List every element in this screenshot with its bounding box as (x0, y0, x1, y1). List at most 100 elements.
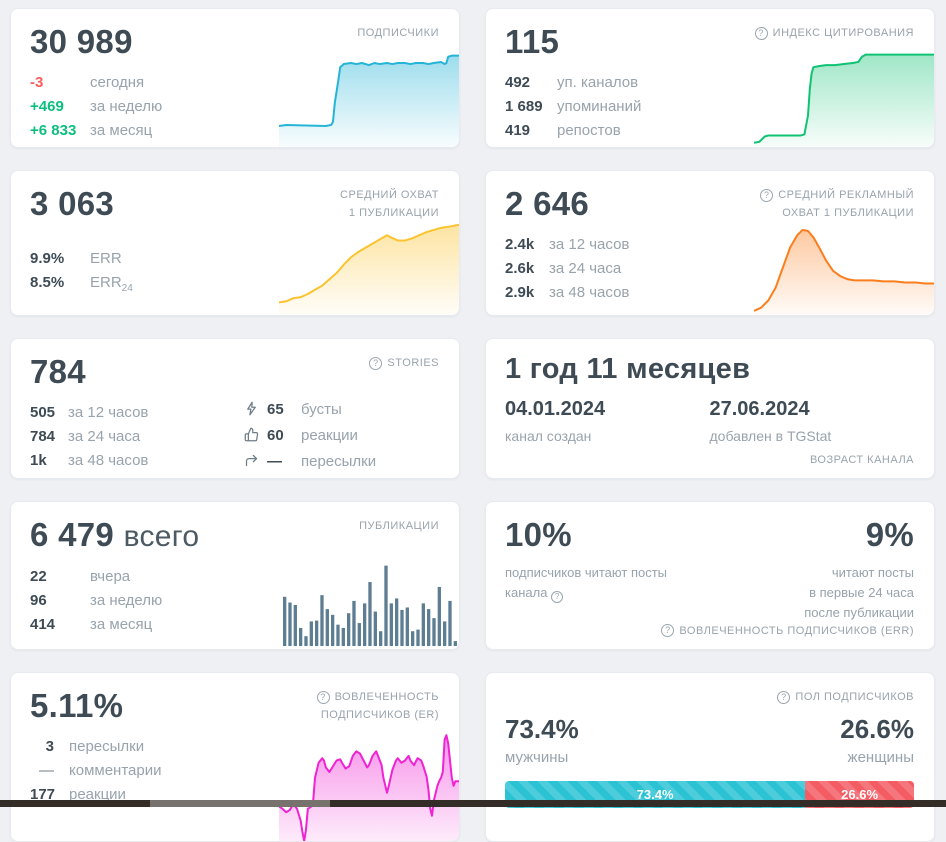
gender-bar-male-label: 73.4% (636, 787, 674, 802)
card-channel-age: 1 год 11 месяцев 04.01.2024 канал создан… (485, 338, 935, 479)
stat-value: 414 (30, 615, 56, 633)
gender-female: 26.6% женщины (840, 714, 914, 766)
stat-value: 784 (30, 427, 56, 445)
card-title-text: СРЕДНИЙ ОХВАТ (340, 189, 439, 201)
scrollbar-thumb[interactable] (150, 800, 330, 807)
err-right: 9% читают посты в первые 24 часа после п… (804, 516, 914, 623)
stat-row: 3 пересылки (30, 738, 439, 755)
stat-value: 492 (505, 73, 531, 91)
footer-text: ВОВЛЕЧЕННОСТЬ ПОДПИСЧИКОВ (ERR) (679, 624, 914, 637)
stat-row: -3 сегодня (30, 74, 439, 91)
gender-male: 73.4% мужчины (505, 714, 579, 766)
stat-row: 505 за 12 часов (30, 404, 439, 421)
channel-age-footer: ВОЗРАСТ КАНАЛА (810, 454, 914, 466)
stat-value: 65 (267, 401, 284, 418)
stat-label: ERR (90, 249, 122, 267)
stat-value: +469 (30, 97, 64, 115)
created-label: канал создан (505, 428, 592, 445)
err-left-value: 10% (505, 516, 572, 553)
adv-reach-chart (754, 210, 934, 315)
stat-row: 2.6k за 24 часа (505, 260, 914, 277)
card-gender: ? ПОЛ ПОДПИСЧИКОВ 73.4% мужчины 26.6% же… (485, 672, 935, 842)
stat-label: репостов (557, 121, 621, 139)
male-percent: 73.4% (505, 714, 579, 744)
channel-age-dates: 04.01.2024 канал создан 27.06.2024 добав… (505, 398, 914, 444)
stories-value: 784 (30, 353, 86, 390)
help-icon[interactable]: ? (661, 624, 675, 637)
bottom-scrollbar[interactable] (0, 800, 946, 807)
help-icon[interactable]: ? (777, 691, 791, 705)
help-icon[interactable]: ? (551, 591, 564, 604)
er-value: 5.11% (30, 687, 124, 724)
stat-value: — (267, 453, 282, 470)
stat-value: 1 689 (505, 97, 543, 115)
subscribers-chart (279, 42, 459, 147)
card-title-text: ВОВЛЕЧЕННОСТЬ (334, 691, 439, 703)
female-percent: 26.6% (840, 714, 914, 744)
card-title-text: ИНДЕКС ЦИТИРОВАНИЯ (772, 27, 914, 39)
help-icon[interactable]: ? (369, 357, 383, 371)
help-icon[interactable]: ? (316, 691, 330, 705)
card-subscribers: 30 989 ПОДПИСЧИКИ -3 сегодня +469 за нед… (10, 8, 460, 148)
publications-value: 6 479 всего (30, 516, 200, 553)
card-title-text: ПОДПИСЧИКИ (357, 27, 439, 39)
stat-value: 2.6k (505, 259, 535, 277)
stat-row: 1k за 48 часов (30, 452, 439, 469)
stat-row: 65 бусты (244, 399, 376, 418)
channel-age-value: 1 год 11 месяцев (505, 353, 751, 385)
stat-value: 177 (30, 785, 56, 803)
male-label: мужчины (505, 749, 569, 766)
card-title-text: ПУБЛИКАЦИИ (359, 520, 439, 532)
stat-label: за 12 часов (68, 403, 149, 421)
stat-label: пересылки (69, 737, 145, 755)
stat-row: +6 833 за месяц (30, 122, 439, 139)
stat-label: за 48 часов (68, 451, 149, 469)
er-stats: 3 пересылки — комментарии 177 реакции (30, 738, 439, 803)
card-title-text: ПОДПИСЧИКОВ (ER) (320, 708, 439, 721)
stat-label: за месяц (90, 615, 153, 633)
average-reach-stats: 9.9% ERR 8.5% ERR24 (30, 250, 439, 294)
adv-reach-value: 2 646 (505, 185, 590, 222)
err-right-value: 9% (865, 516, 914, 553)
stat-row: 2.4k за 12 часов (505, 236, 914, 253)
subscribers-stats: -3 сегодня +469 за неделю +6 833 за меся… (30, 74, 439, 139)
bolt-icon (244, 401, 260, 416)
card-title-text: СРЕДНИЙ РЕКЛАМНЫЙ (778, 189, 914, 201)
forward-icon (244, 453, 260, 468)
card-title-publications: ПУБЛИКАЦИИ (359, 518, 439, 536)
citation-index-value: 115 (505, 23, 560, 60)
stat-row: 60 реакции (244, 425, 376, 444)
stat-value: — (39, 761, 54, 779)
stat-label: за неделю (90, 591, 163, 609)
stat-label: уп. каналов (557, 73, 639, 91)
stat-value: +6 833 (30, 121, 77, 139)
card-err: 10% подписчиков читают посты канала ? 9%… (485, 501, 935, 650)
stat-label: за 24 часа (68, 427, 141, 445)
card-stories: 784 ? STORIES 505 за 12 часов 784 за 24 … (10, 338, 460, 479)
help-icon[interactable]: ? (754, 27, 768, 41)
stat-label: ERR24 (90, 273, 133, 294)
stat-label: за 48 часов (549, 283, 630, 301)
stat-value: 505 (30, 403, 56, 421)
created-date: 04.01.2024 (505, 398, 606, 421)
stat-value: 2.4k (505, 235, 535, 253)
gender-values: 73.4% мужчины 26.6% женщины (505, 714, 914, 766)
stat-value: 3 (45, 737, 54, 755)
added-label: добавлен в TGStat (709, 428, 832, 445)
subscribers-count: 30 989 (30, 23, 133, 60)
channel-added: 27.06.2024 добавлен в TGStat (710, 398, 915, 444)
card-adv-reach: 2 646 ? СРЕДНИЙ РЕКЛАМНЫЙ ОХВАТ 1 ПУБЛИК… (485, 170, 935, 316)
footer-text: ВОЗРАСТ КАНАЛА (809, 454, 914, 466)
stat-row: 419 репостов (505, 122, 914, 139)
stat-row: — комментарии (30, 762, 439, 779)
thumbs-up-icon (244, 427, 260, 442)
card-title-gender: ? ПОЛ ПОДПИСЧИКОВ (777, 689, 914, 707)
stat-label: бусты (301, 401, 342, 418)
stat-row: 492 уп. каналов (505, 74, 914, 91)
stat-value: 60 (267, 427, 284, 444)
stat-label: за неделю (90, 97, 163, 115)
stat-row: 22 вчера (30, 568, 439, 585)
stat-row: 784 за 24 часа (30, 428, 439, 445)
help-icon[interactable]: ? (760, 189, 774, 203)
stat-row: 1 689 упоминаний (505, 98, 914, 115)
